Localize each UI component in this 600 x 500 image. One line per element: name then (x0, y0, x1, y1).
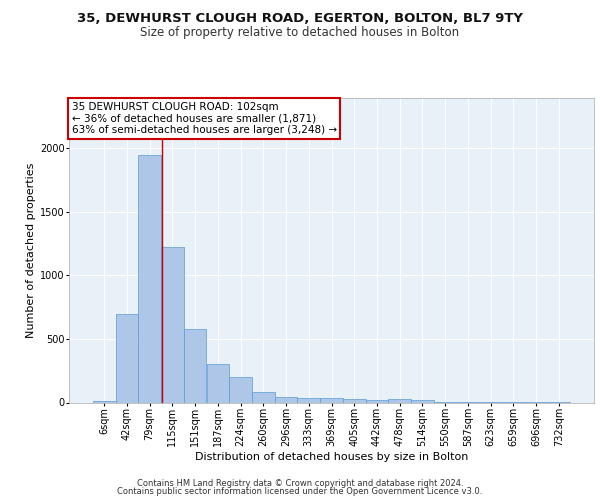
Text: 35, DEWHURST CLOUGH ROAD, EGERTON, BOLTON, BL7 9TY: 35, DEWHURST CLOUGH ROAD, EGERTON, BOLTO… (77, 12, 523, 26)
Bar (229, 377, 252, 402)
Bar (343, 398, 365, 402)
Bar (275, 397, 298, 402)
Bar (116, 314, 139, 402)
Text: 35 DEWHURST CLOUGH ROAD: 102sqm
← 36% of detached houses are smaller (1,871)
63%: 35 DEWHURST CLOUGH ROAD: 102sqm ← 36% of… (71, 102, 337, 136)
Bar (206, 364, 229, 403)
Bar (411, 400, 434, 402)
Bar (320, 398, 343, 402)
X-axis label: Distribution of detached houses by size in Bolton: Distribution of detached houses by size … (195, 452, 468, 462)
Text: Contains HM Land Registry data © Crown copyright and database right 2024.: Contains HM Land Registry data © Crown c… (137, 478, 463, 488)
Bar (388, 400, 411, 402)
Text: Contains public sector information licensed under the Open Government Licence v3: Contains public sector information licen… (118, 487, 482, 496)
Bar (365, 400, 388, 402)
Bar (139, 154, 161, 402)
Bar (252, 392, 275, 402)
Bar (93, 400, 116, 402)
Bar (298, 398, 320, 402)
Bar (184, 330, 206, 402)
Y-axis label: Number of detached properties: Number of detached properties (26, 162, 36, 338)
Text: Size of property relative to detached houses in Bolton: Size of property relative to detached ho… (140, 26, 460, 39)
Bar (161, 248, 184, 402)
